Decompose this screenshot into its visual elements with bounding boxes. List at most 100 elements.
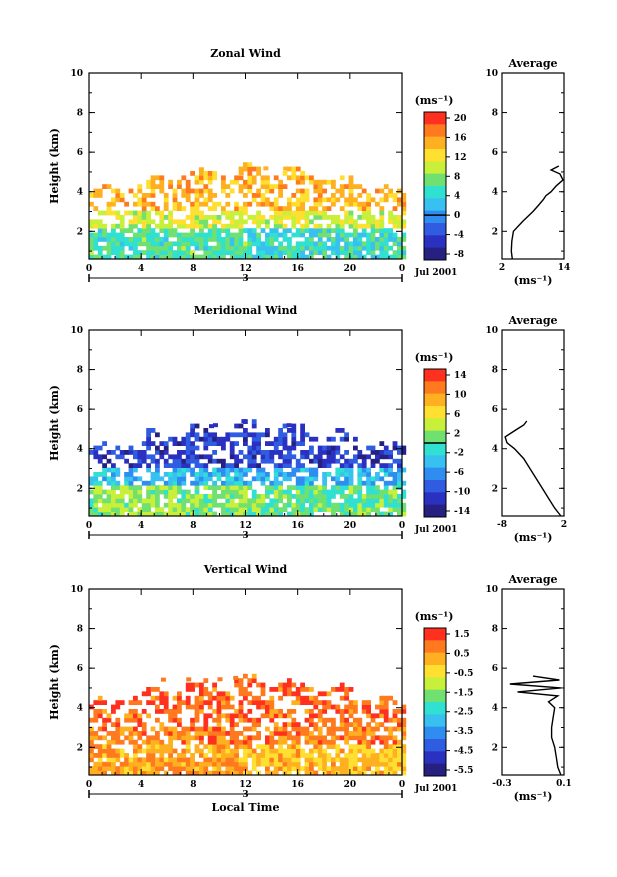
heatmap-cell: [335, 428, 340, 433]
heatmap-cell: [164, 459, 169, 464]
heatmap-cell: [388, 454, 393, 459]
heatmap-cell: [344, 757, 349, 762]
heatmap-cell: [151, 476, 156, 481]
heatmap-cell: [120, 766, 125, 771]
heatmap-cell: [146, 428, 151, 433]
panel-2: Meridional Wind246810Height (km)0 4 8 12 16 2…: [48, 304, 567, 544]
heatmap-cell: [344, 459, 349, 464]
heatmap-cell: [296, 766, 301, 771]
heatmap-cell: [151, 494, 156, 499]
average-x-tick-label: 2: [499, 263, 505, 273]
y-tick-label: 8: [77, 625, 83, 635]
heatmap-cell: [155, 709, 160, 714]
heatmap-cell: [278, 219, 283, 224]
heatmap-cell: [243, 749, 248, 754]
heatmap-cell: [278, 463, 283, 468]
heatmap-cell: [120, 197, 125, 202]
heatmap-cell: [393, 735, 398, 740]
heatmap-cell: [340, 468, 345, 473]
heatmap-cell: [173, 233, 178, 238]
heatmap-cell: [208, 740, 213, 745]
heatmap-cell: [159, 700, 164, 705]
heatmap-cell: [379, 233, 384, 238]
heatmap-cell: [107, 766, 112, 771]
heatmap-cell: [371, 762, 376, 767]
heatmap-cell: [195, 432, 200, 437]
heatmap-cell: [225, 437, 230, 442]
heatmap-cell: [313, 189, 318, 194]
heatmap-cell: [397, 722, 402, 727]
heatmap-cell: [239, 687, 244, 692]
heatmap-cell: [379, 696, 384, 701]
heatmap-cell: [230, 722, 235, 727]
heatmap-cell: [212, 740, 217, 745]
heatmap-cell: [274, 219, 279, 224]
heatmap-cell: [353, 727, 358, 732]
heatmap-cell: [225, 718, 230, 723]
heatmap-cell: [256, 476, 261, 481]
heatmap-cell: [195, 219, 200, 224]
heatmap-cell: [353, 459, 358, 464]
heatmap-cell: [340, 463, 345, 468]
heatmap-cell: [309, 503, 314, 508]
heatmap-cell: [353, 233, 358, 238]
heatmap-cell: [327, 180, 332, 185]
heatmap-cell: [327, 490, 332, 495]
heatmap-cell: [221, 749, 226, 754]
heatmap-cell: [388, 762, 393, 767]
heatmap-cell: [98, 446, 103, 451]
heatmap-cell: [344, 215, 349, 220]
heatmap-cell: [155, 766, 160, 771]
heatmap-cell: [151, 490, 156, 495]
heatmap-cell: [291, 446, 296, 451]
heatmap-cell: [357, 722, 362, 727]
heatmap-cell: [225, 228, 230, 233]
heatmap-cell: [269, 709, 274, 714]
heatmap-cell: [353, 749, 358, 754]
heatmap-cell: [243, 687, 248, 692]
heatmap-cell: [335, 481, 340, 486]
heatmap-cell: [120, 215, 125, 220]
heatmap-cell: [388, 481, 393, 486]
heatmap-cell: [327, 705, 332, 710]
heatmap-cell: [384, 503, 389, 508]
heatmap-cell: [164, 696, 169, 701]
heatmap-cell: [186, 237, 191, 242]
heatmap-cell: [393, 713, 398, 718]
heatmap-cell: [309, 446, 314, 451]
heatmap-cell: [357, 749, 362, 754]
heatmap-cell: [199, 171, 204, 176]
heatmap-cell: [252, 241, 257, 246]
heatmap-cell: [265, 753, 270, 758]
heatmap-cell: [107, 744, 112, 749]
y-axis-label: Height (km): [48, 644, 61, 720]
heatmap-cell: [300, 441, 305, 446]
heatmap-cell: [234, 250, 239, 255]
heatmap-cell: [120, 193, 125, 198]
heatmap-cell: [327, 237, 332, 242]
heatmap-cell: [393, 700, 398, 705]
heatmap-cell: [186, 450, 191, 455]
heatmap-cell: [111, 766, 116, 771]
heatmap-cell: [120, 740, 125, 745]
heatmap-cell: [181, 749, 186, 754]
heatmap-cell: [133, 202, 138, 207]
heatmap-cell: [340, 184, 345, 189]
heatmap-cell: [278, 206, 283, 211]
heatmap-cell: [107, 713, 112, 718]
heatmap-cell: [353, 700, 358, 705]
heatmap-cell: [313, 246, 318, 251]
heatmap-cell: [168, 718, 173, 723]
heatmap-cell: [129, 490, 134, 495]
heatmap-cell: [318, 446, 323, 451]
heatmap-cell: [115, 718, 120, 723]
heatmap-cell: [335, 709, 340, 714]
heatmap-cell: [221, 762, 226, 767]
heatmap-cell: [340, 454, 345, 459]
heatmap-cell: [151, 180, 156, 185]
colorbar-tick-label: -3.5: [454, 727, 473, 737]
heatmap-cell: [221, 246, 226, 251]
heatmap-cell: [397, 463, 402, 468]
average-x-tick-label: -0.3: [492, 779, 511, 789]
heatmap-cell: [322, 450, 327, 455]
